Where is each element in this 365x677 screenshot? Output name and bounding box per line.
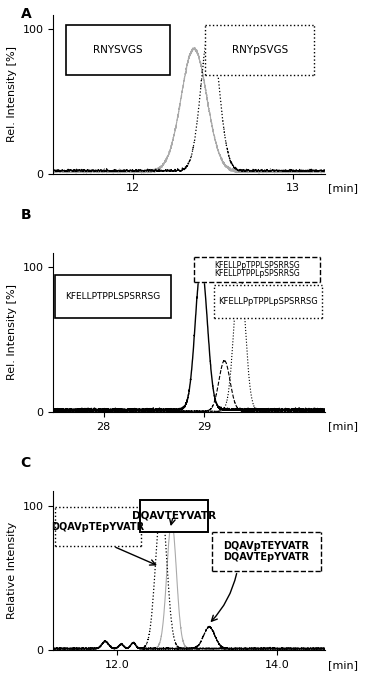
Text: [min]: [min] (328, 422, 358, 431)
Polygon shape (205, 25, 314, 75)
Text: KFELLPTPPLpSPSRRSG: KFELLPTPPLpSPSRRSG (214, 269, 300, 278)
Y-axis label: Rel. Intensity [%]: Rel. Intensity [%] (7, 284, 17, 380)
Text: RNYSVGS: RNYSVGS (93, 45, 143, 55)
Polygon shape (194, 257, 320, 282)
Text: RNYpSVGS: RNYpSVGS (231, 45, 288, 55)
Text: DQAVpTEYVATR: DQAVpTEYVATR (223, 540, 310, 550)
Polygon shape (55, 507, 141, 546)
Text: DQAVpTEpYVATR: DQAVpTEpYVATR (51, 522, 145, 531)
Y-axis label: Relative Intensity: Relative Intensity (7, 522, 17, 619)
Text: DQAVTEYVATR: DQAVTEYVATR (131, 511, 216, 521)
Text: [min]: [min] (328, 183, 358, 193)
Y-axis label: Rel. Intensity [%]: Rel. Intensity [%] (7, 46, 17, 142)
Text: KFELLPTPPLSPSRRSG: KFELLPTPPLSPSRRSG (66, 292, 161, 301)
FancyBboxPatch shape (140, 500, 208, 532)
FancyBboxPatch shape (66, 25, 170, 75)
Text: DQAVTEpYVATR: DQAVTEpYVATR (223, 552, 310, 562)
Polygon shape (214, 285, 322, 318)
Text: KFELLPpTPPLSPSRRSG: KFELLPpTPPLSPSRRSG (214, 261, 300, 269)
Polygon shape (212, 532, 321, 571)
Text: [min]: [min] (328, 660, 358, 670)
Text: C: C (20, 456, 31, 471)
FancyBboxPatch shape (55, 275, 171, 318)
Text: KFELLPpTPPLpSPSRRSG: KFELLPpTPPLpSPSRRSG (218, 297, 318, 306)
Text: B: B (20, 209, 31, 223)
Text: A: A (20, 7, 31, 21)
